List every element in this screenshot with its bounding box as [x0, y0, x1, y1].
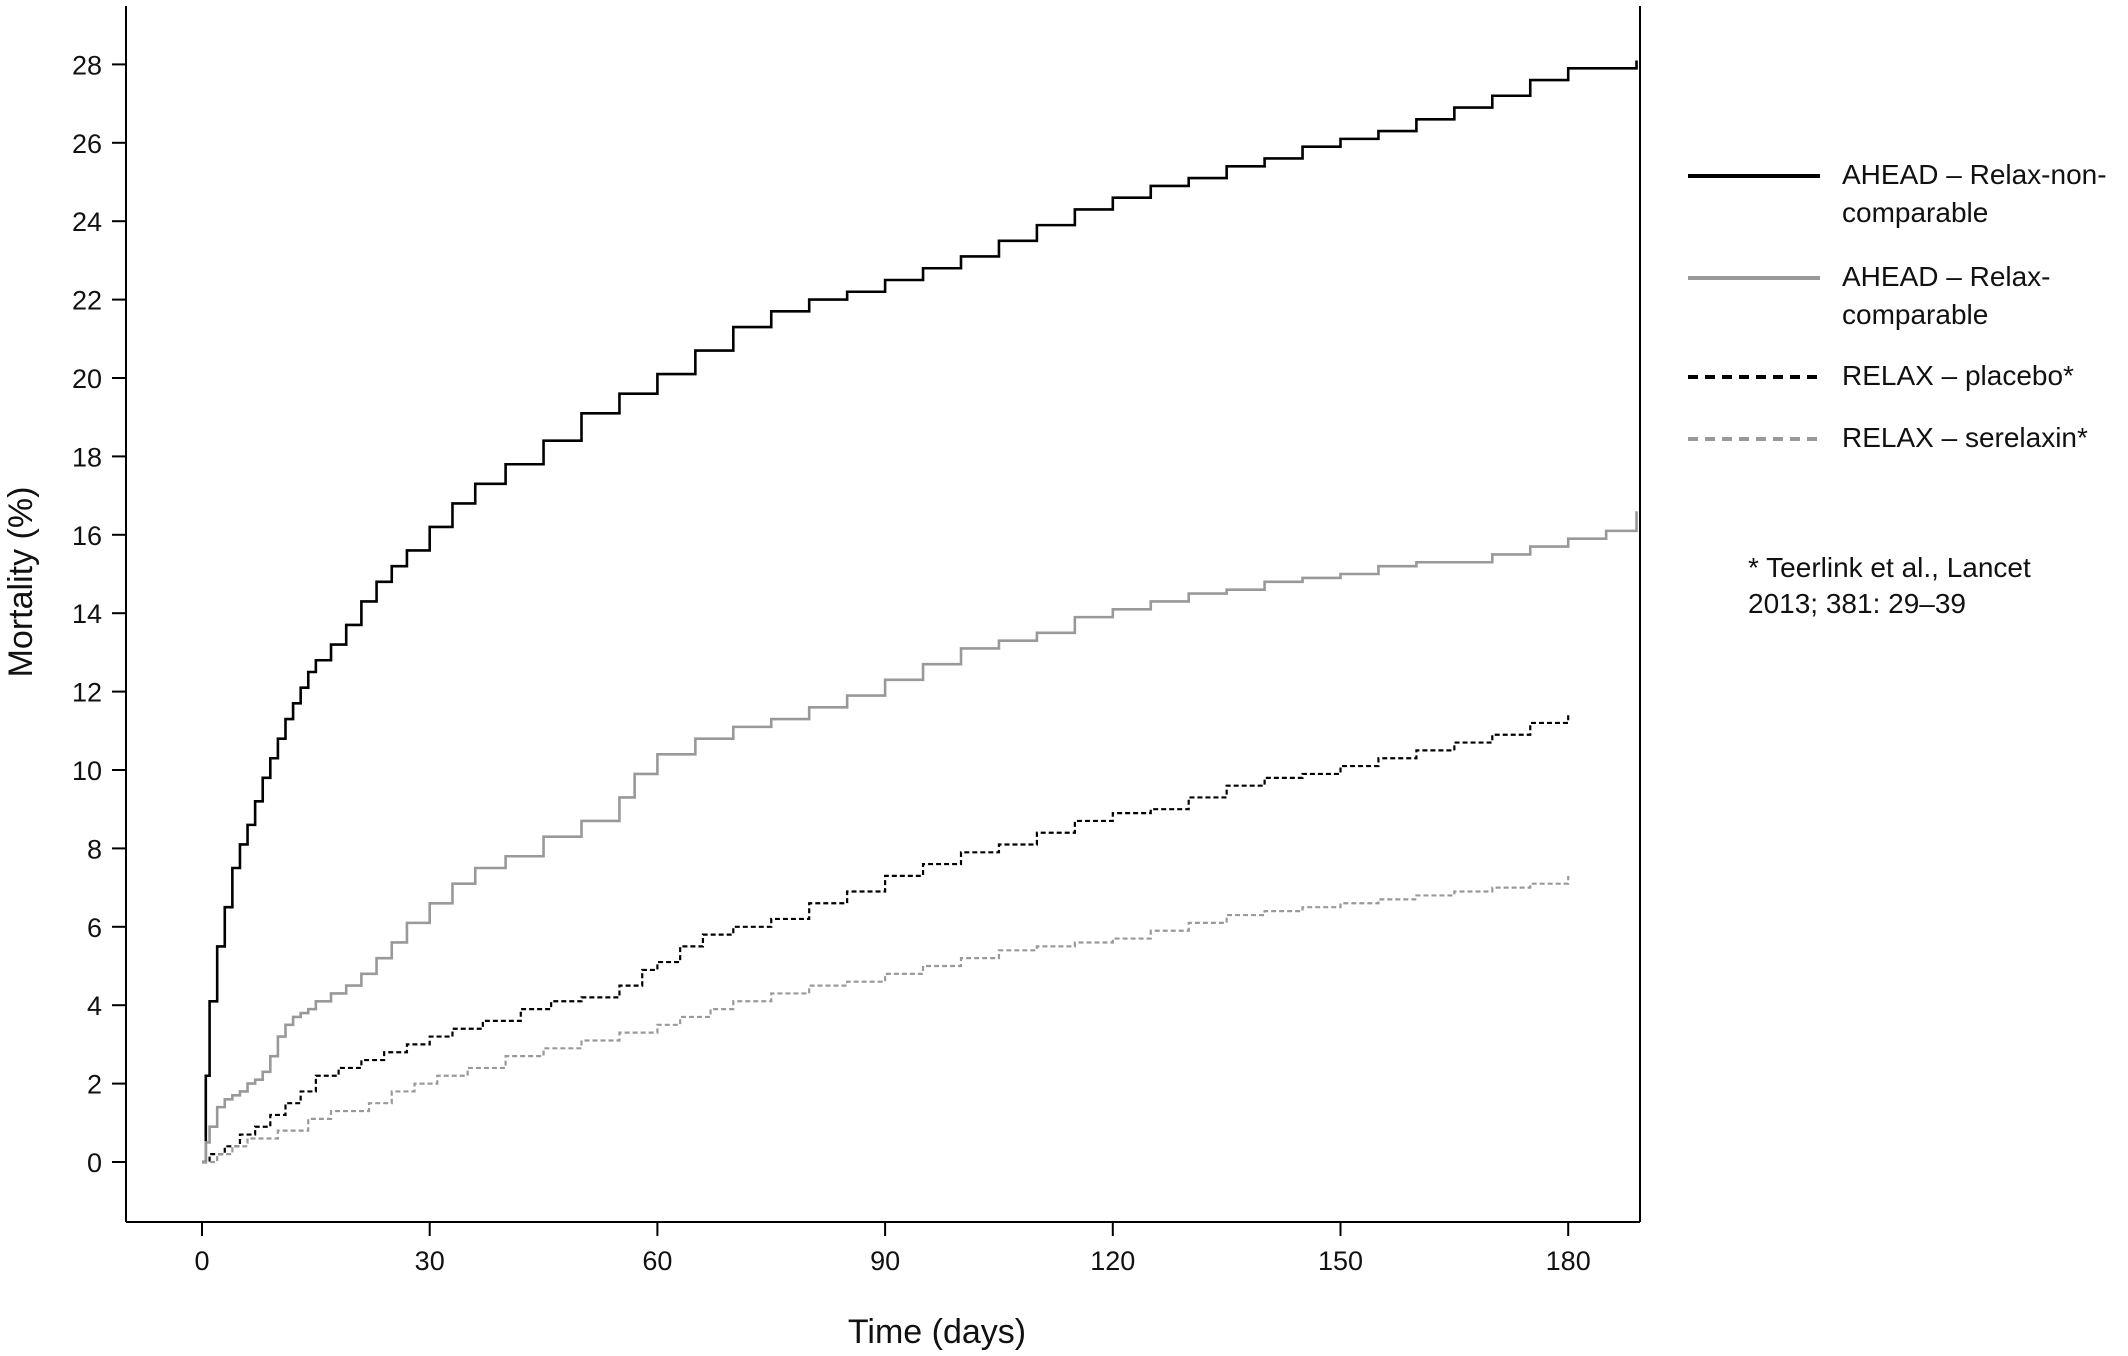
x-tick-label: 60: [642, 1246, 672, 1276]
y-tick-label: 4: [87, 991, 102, 1021]
y-tick-label: 14: [72, 599, 102, 629]
legend-label: comparable: [1842, 299, 1988, 330]
legend-label: RELAX – serelaxin*: [1842, 422, 2088, 453]
y-tick-label: 20: [72, 364, 102, 394]
citation-text: * Teerlink et al., Lancet: [1748, 552, 2031, 583]
y-tick-label: 28: [72, 50, 102, 80]
y-tick-label: 16: [72, 521, 102, 551]
x-axis-title: Time (days): [848, 1313, 1026, 1351]
legend-label: AHEAD – Relax-: [1842, 261, 2051, 292]
x-tick-label: 120: [1090, 1246, 1135, 1276]
y-tick-label: 24: [72, 207, 102, 237]
citation-note: * Teerlink et al., Lancet 2013; 381: 29–3…: [1748, 552, 2031, 619]
y-tick-label: 18: [72, 442, 102, 472]
y-tick-label: 0: [87, 1148, 102, 1178]
x-tick-label: 180: [1546, 1246, 1591, 1276]
series-line-4: [202, 875, 1570, 1164]
legend-label: AHEAD – Relax-non-: [1842, 159, 2107, 190]
y-tick-label: 12: [72, 678, 102, 708]
axes: [125, 6, 1641, 1223]
legend-label: comparable: [1842, 197, 1988, 228]
series-line-1: [202, 60, 1638, 1164]
legend: AHEAD – Relax-non-comparable AHEAD – Rela…: [1688, 159, 2107, 453]
x-tick-label: 30: [415, 1246, 445, 1276]
x-tick-label: 0: [194, 1246, 209, 1276]
x-tick-label: 90: [870, 1246, 900, 1276]
x-ticks: 0 30 60 90 120 150 180: [194, 1222, 1591, 1276]
y-tick-label: 6: [87, 913, 102, 943]
series-layer: [202, 60, 1638, 1164]
y-tick-label: 10: [72, 756, 102, 786]
citation-text: 2013; 381: 29–39: [1748, 588, 1966, 619]
x-tick-label: 150: [1318, 1246, 1363, 1276]
y-tick-label: 22: [72, 286, 102, 316]
y-tick-label: 26: [72, 129, 102, 159]
series-line-2: [202, 511, 1638, 1164]
y-tick-label: 2: [87, 1070, 102, 1100]
series-line-3: [202, 715, 1570, 1164]
y-tick-label: 8: [87, 834, 102, 864]
y-axis-title: Mortality (%): [2, 487, 40, 678]
legend-label: RELAX – placebo*: [1842, 360, 2074, 391]
